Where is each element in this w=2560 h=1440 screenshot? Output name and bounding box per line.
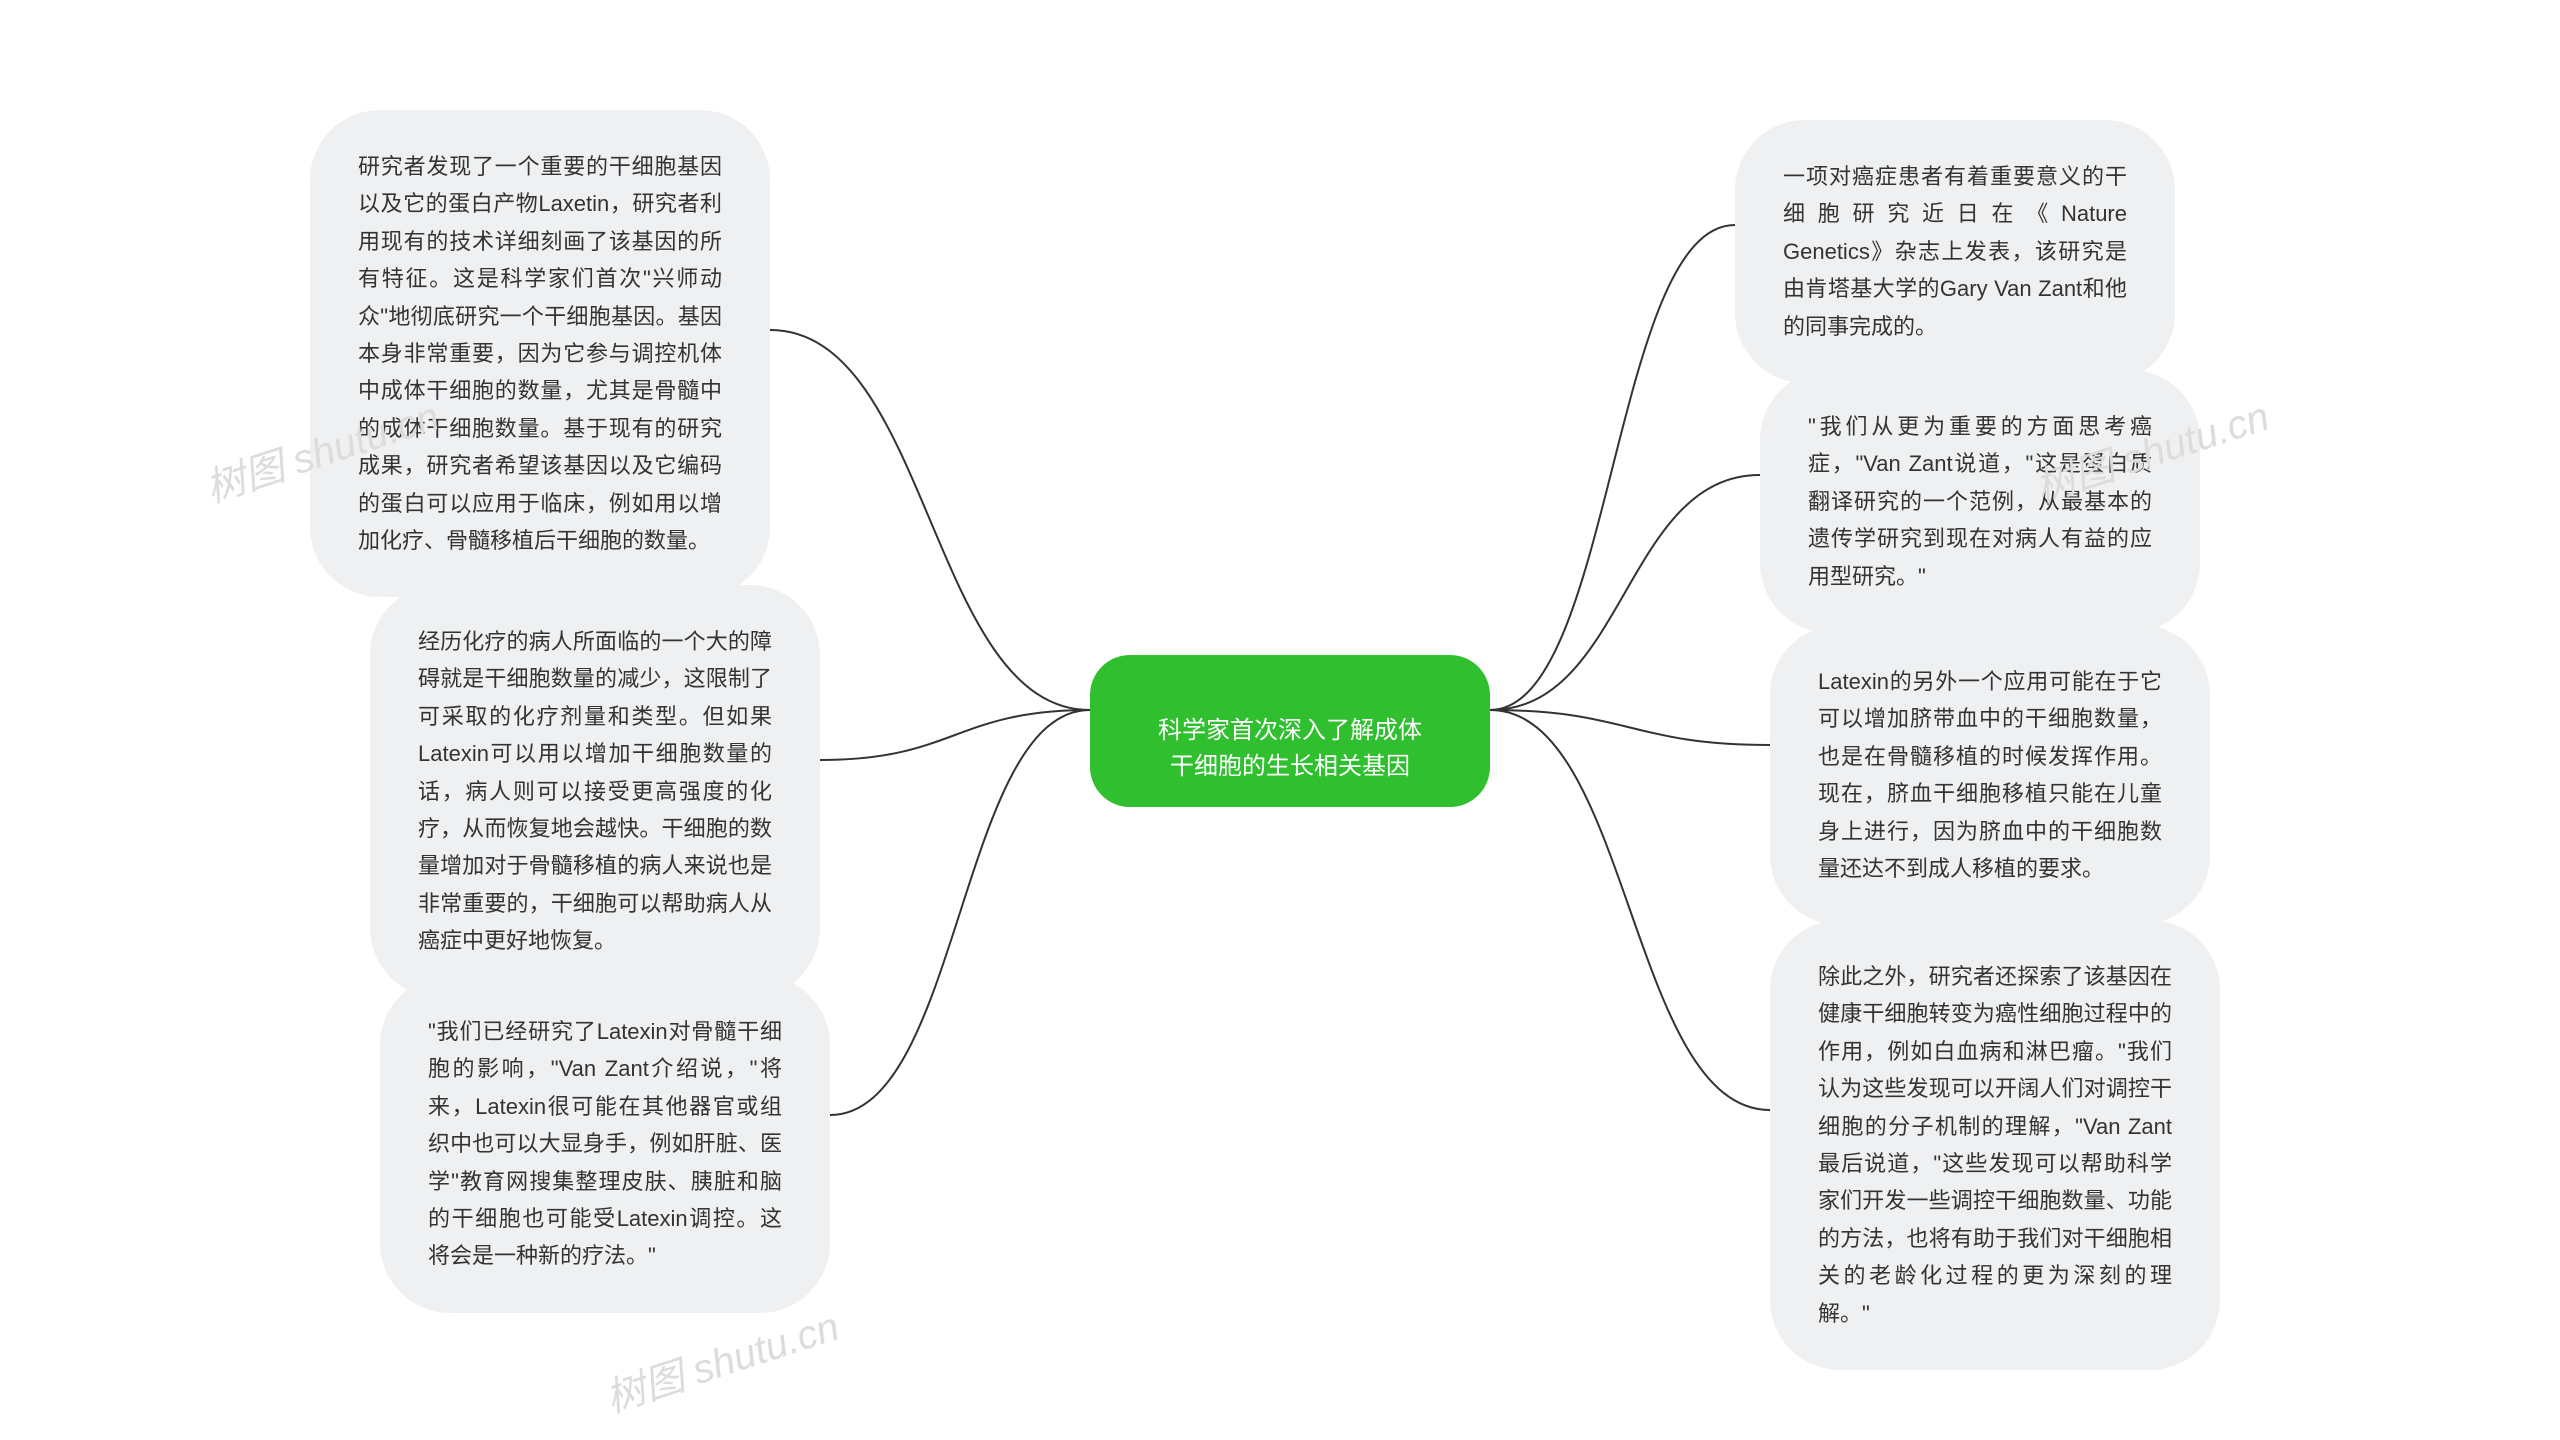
center-topic-text: 科学家首次深入了解成体 干细胞的生长相关基因 (1158, 717, 1422, 780)
right-bubble-3-text: 除此之外，研究者还探索了该基因在健康干细胞转变为癌性细胞过程中的作用，例如白血病… (1818, 964, 2172, 1326)
connector-right-1 (1490, 475, 1760, 710)
right-bubble-3: 除此之外，研究者还探索了该基因在健康干细胞转变为癌性细胞过程中的作用，例如白血病… (1770, 920, 2220, 1370)
right-bubble-0-text: 一项对癌症患者有着重要意义的干细胞研究近日在《Nature Genetics》杂… (1783, 164, 2127, 339)
left-bubble-0: 研究者发现了一个重要的干细胞基因以及它的蛋白产物Laxetin，研究者利用现有的… (310, 110, 770, 597)
connector-right-0 (1490, 225, 1735, 710)
right-bubble-2: Latexin的另外一个应用可能在于它可以增加脐带血中的干细胞数量，也是在骨髓移… (1770, 625, 2210, 925)
connector-left-1 (820, 710, 1090, 760)
right-bubble-1: "我们从更为重要的方面思考癌症，"Van Zant说道，"这是蛋白质翻译研究的一… (1760, 370, 2200, 633)
mindmap-canvas: 科学家首次深入了解成体 干细胞的生长相关基因 研究者发现了一个重要的干细胞基因以… (0, 0, 2560, 1440)
left-bubble-0-text: 研究者发现了一个重要的干细胞基因以及它的蛋白产物Laxetin，研究者利用现有的… (358, 154, 722, 553)
left-bubble-1: 经历化疗的病人所面临的一个大的障碍就是干细胞数量的减少，这限制了可采取的化疗剂量… (370, 585, 820, 998)
connector-left-2 (830, 710, 1090, 1115)
right-bubble-0: 一项对癌症患者有着重要意义的干细胞研究近日在《Nature Genetics》杂… (1735, 120, 2175, 383)
left-bubble-2: "我们已经研究了Latexin对骨髓干细胞的影响，"Van Zant介绍说，"将… (380, 975, 830, 1313)
left-bubble-2-text: "我们已经研究了Latexin对骨髓干细胞的影响，"Van Zant介绍说，"将… (428, 1019, 782, 1268)
connector-right-2 (1490, 710, 1770, 745)
right-bubble-2-text: Latexin的另外一个应用可能在于它可以增加脐带血中的干细胞数量，也是在骨髓移… (1818, 669, 2162, 881)
connector-right-3 (1490, 710, 1770, 1110)
right-bubble-1-text: "我们从更为重要的方面思考癌症，"Van Zant说道，"这是蛋白质翻译研究的一… (1808, 414, 2152, 589)
center-topic: 科学家首次深入了解成体 干细胞的生长相关基因 (1090, 655, 1490, 807)
watermark-2: 树图 shutu.cn (597, 1294, 845, 1424)
left-bubble-1-text: 经历化疗的病人所面临的一个大的障碍就是干细胞数量的减少，这限制了可采取的化疗剂量… (418, 629, 772, 953)
